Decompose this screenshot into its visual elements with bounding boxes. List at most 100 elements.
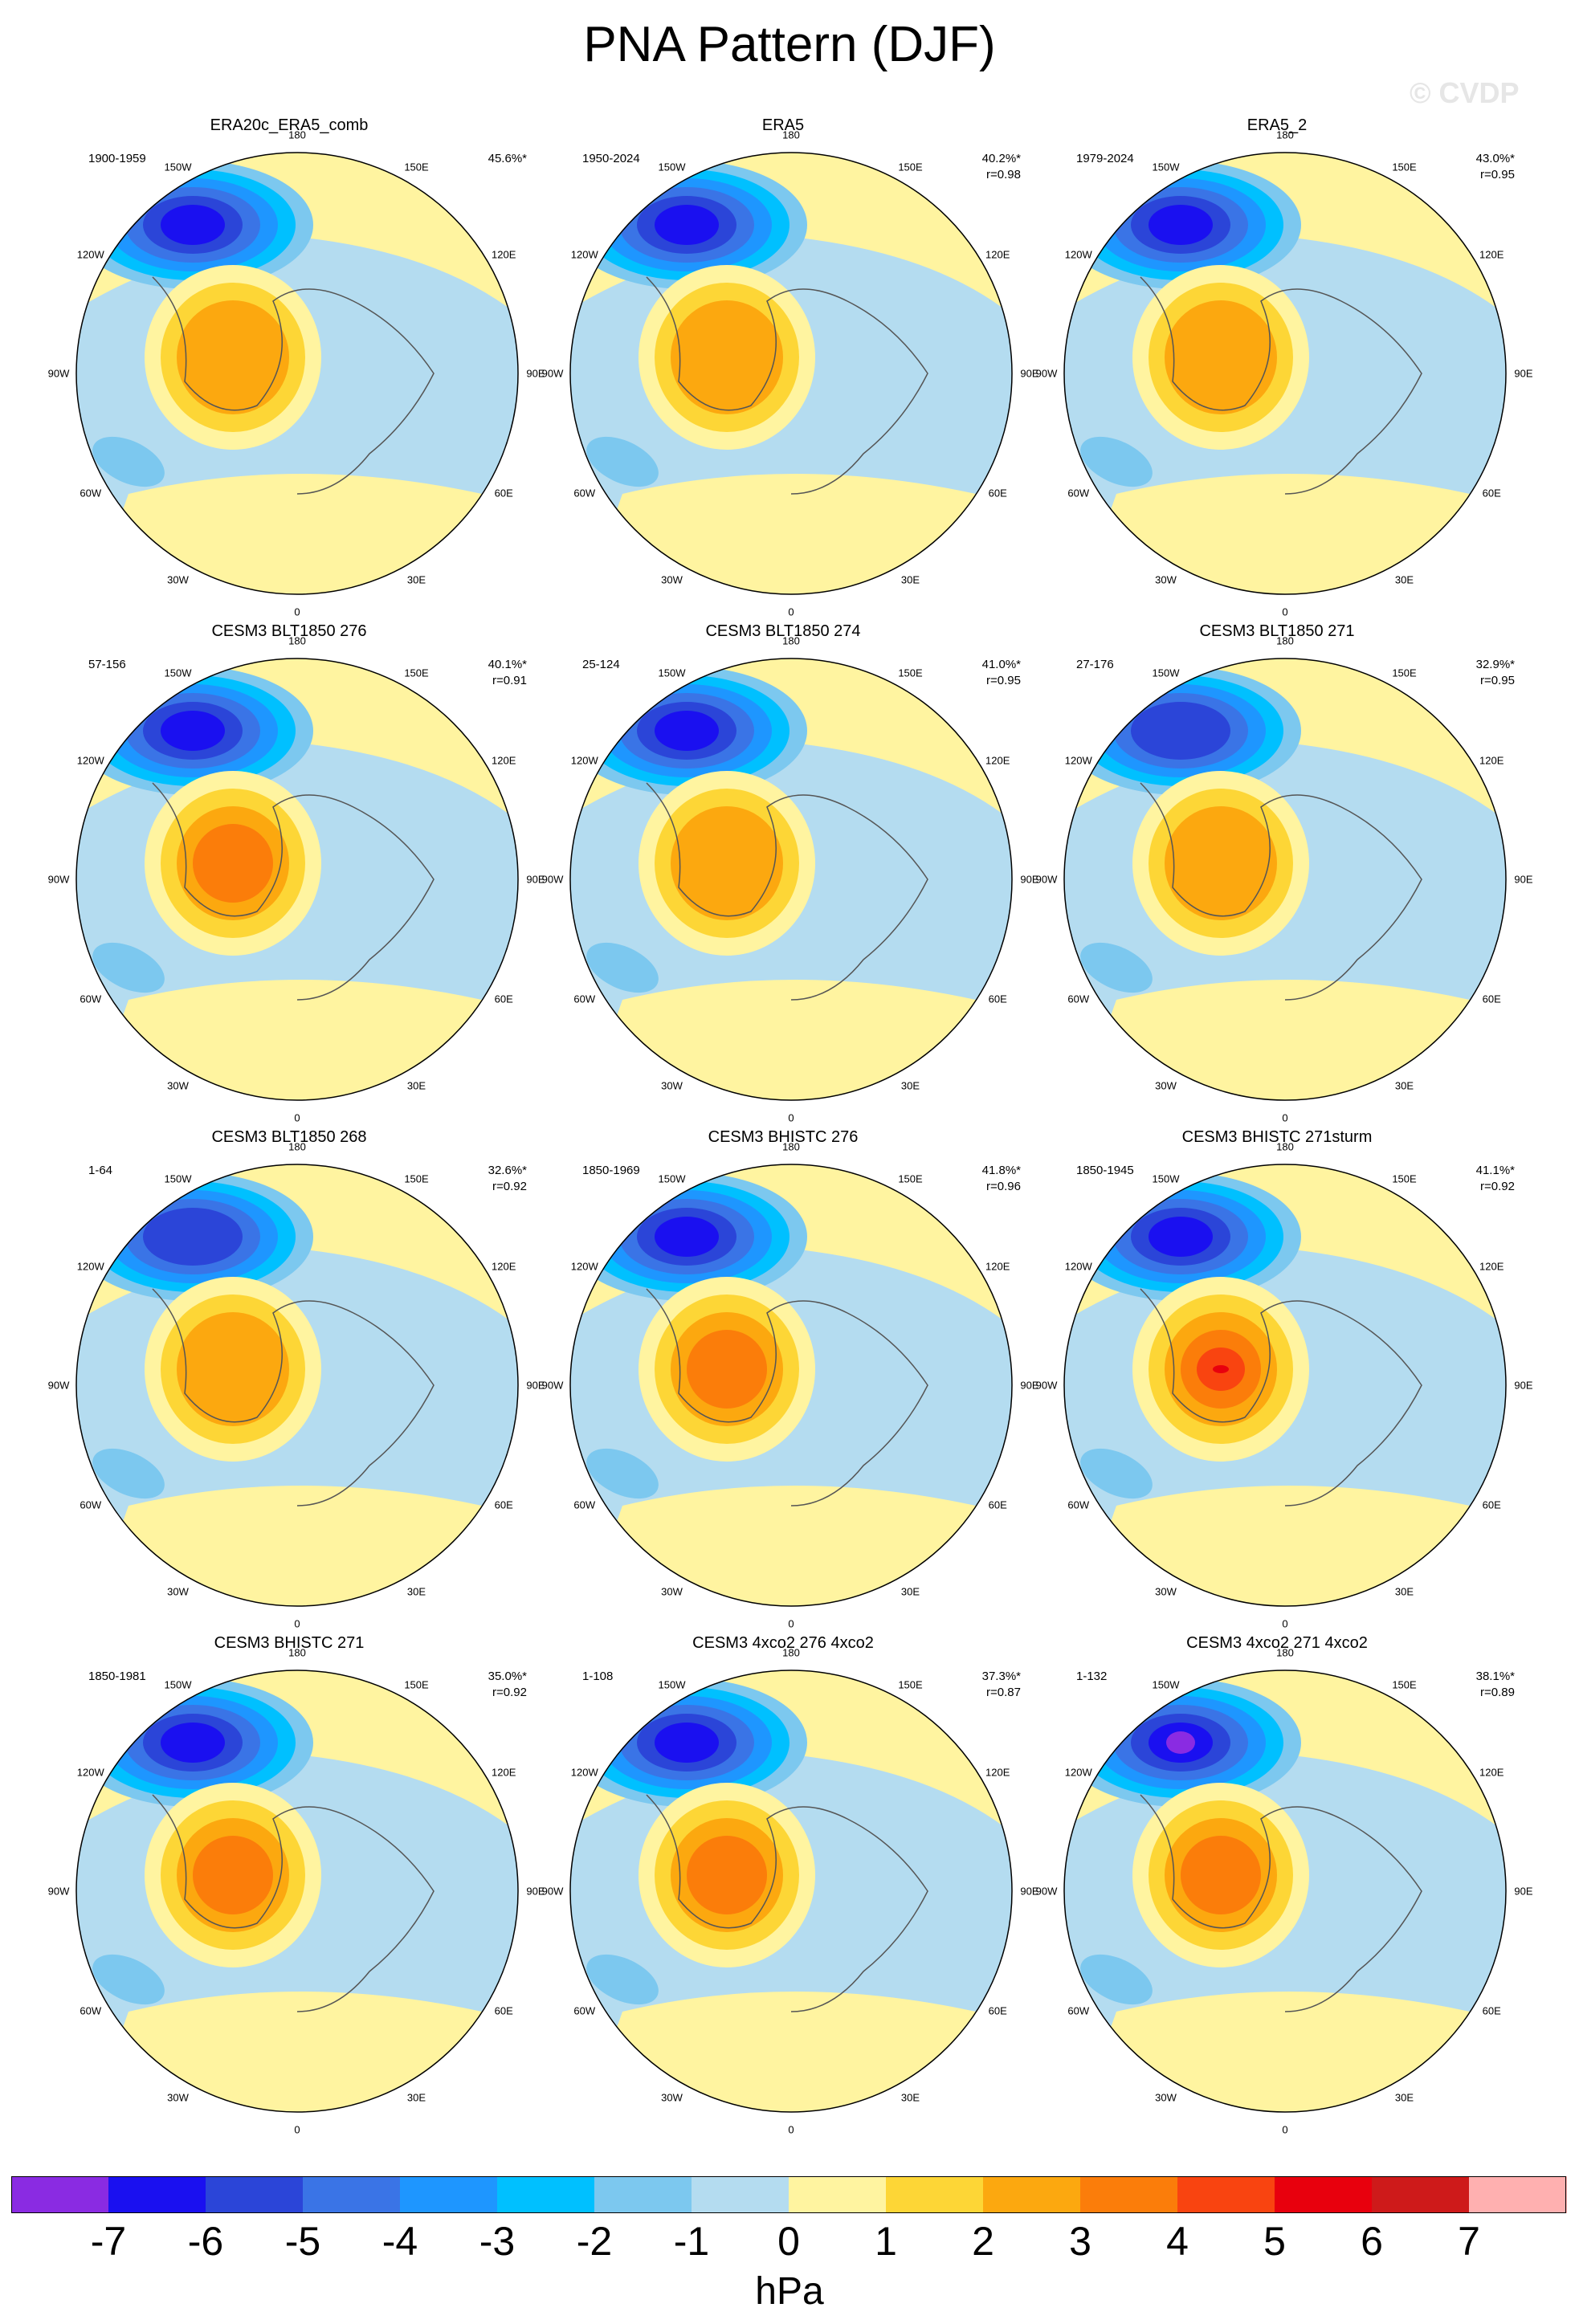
longitude-label: 150W	[1152, 667, 1180, 679]
longitude-label: 0	[1282, 1617, 1288, 1630]
longitude-label: 90W	[1035, 1885, 1058, 1898]
panel-correlation: r=0.89	[1480, 1686, 1515, 1699]
longitude-label: 150W	[658, 1678, 686, 1691]
longitude-label: 0	[788, 1111, 794, 1124]
longitude-label: 60W	[573, 993, 596, 1005]
longitude-label: 30W	[1155, 2091, 1177, 2104]
longitude-label: 0	[1282, 1111, 1288, 1124]
colorbar-cell	[1469, 2176, 1567, 2213]
panel-variance-percent: 40.1%*	[488, 658, 527, 671]
map-panel: ERA5 1950-2024 40.2%* r=0.98 180 150E 120E 90E 6…	[526, 116, 1040, 622]
panel-variance-percent: 45.6%*	[488, 152, 527, 165]
longitude-label: 90E	[1514, 1379, 1533, 1392]
map-panel: CESM3 4xco2 271 4xco2 1-132 38.1%* r=0.89 18…	[1020, 1634, 1534, 2140]
longitude-label: 150W	[658, 161, 686, 173]
colorbar-cell	[497, 2176, 595, 2213]
longitude-label: 90E	[1514, 873, 1533, 886]
longitude-label: 90W	[1035, 367, 1058, 380]
longitude-label: 0	[788, 2123, 794, 2136]
longitude-label: 120W	[1064, 1766, 1092, 1778]
polar-map	[75, 1164, 519, 1607]
longitude-label: 30W	[167, 573, 189, 586]
longitude-label: 180	[782, 128, 800, 141]
colorbar-tick-label: -4	[381, 2219, 418, 2264]
longitude-label: 0	[788, 1617, 794, 1630]
longitude-label: 150W	[164, 1678, 192, 1691]
panel-variance-percent: 41.1%*	[1475, 1164, 1515, 1177]
longitude-label: 180	[1276, 1140, 1294, 1153]
panel-variance-percent: 43.0%*	[1475, 152, 1515, 165]
panel-variance-percent: 41.8%*	[981, 1164, 1021, 1177]
colorbar-tick-label: -5	[284, 2219, 321, 2264]
panel-title: ERA5	[761, 116, 805, 134]
colorbar-cell	[206, 2176, 304, 2213]
longitude-label: 150W	[658, 667, 686, 679]
longitude-label: 150E	[404, 1678, 429, 1691]
polar-map	[75, 658, 519, 1101]
longitude-label: 150W	[1152, 161, 1180, 173]
colorbar-cell	[1177, 2176, 1275, 2213]
longitude-label: 0	[294, 2123, 300, 2136]
longitude-label: 180	[782, 1646, 800, 1659]
longitude-label: 120E	[1479, 248, 1504, 260]
longitude-label: 150W	[164, 1172, 192, 1185]
longitude-label: 120E	[492, 754, 516, 766]
panel-title: CESM3 BLT1850 268	[211, 1128, 367, 1146]
longitude-label: 120W	[76, 1766, 104, 1778]
panel-period: 1850-1945	[1076, 1164, 1134, 1177]
longitude-label: 150E	[898, 1678, 923, 1691]
polar-map	[569, 658, 1013, 1101]
longitude-label: 180	[1276, 634, 1294, 647]
longitude-label: 120E	[492, 1766, 516, 1778]
panel-correlation: r=0.87	[986, 1686, 1021, 1699]
longitude-label: 30W	[661, 2091, 683, 2104]
polar-map	[569, 152, 1013, 595]
longitude-label: 30E	[900, 573, 920, 586]
longitude-label: 180	[288, 634, 306, 647]
polar-map	[1063, 1164, 1507, 1607]
longitude-label: 30W	[661, 1585, 683, 1598]
longitude-label: 90E	[526, 873, 545, 886]
panel-title: CESM3 BLT1850 271	[1199, 622, 1355, 640]
longitude-label: 150W	[164, 667, 192, 679]
longitude-label: 90W	[47, 367, 70, 380]
polar-map	[569, 1164, 1013, 1607]
map-panel: CESM3 BHISTC 271sturm 1850-1945 41.1%* r=0.…	[1020, 1128, 1534, 1634]
panel-period: 1-108	[582, 1670, 614, 1683]
panel-period: 25-124	[582, 658, 620, 671]
longitude-label: 150W	[1152, 1678, 1180, 1691]
longitude-label: 60E	[494, 2004, 513, 2016]
colorbar-units: hPa	[755, 2270, 824, 2313]
longitude-label: 30E	[1394, 1585, 1414, 1598]
longitude-label: 120E	[985, 248, 1010, 260]
longitude-label: 150E	[404, 1172, 429, 1185]
colorbar-cell	[789, 2176, 887, 2213]
longitude-label: 60W	[1067, 487, 1090, 499]
panel-correlation: r=0.96	[986, 1180, 1021, 1193]
polar-map	[75, 1670, 519, 2113]
longitude-label: 180	[782, 634, 800, 647]
longitude-label: 60E	[988, 487, 1007, 499]
colorbar-tick-label: 5	[1263, 2219, 1286, 2264]
longitude-label: 60E	[988, 2004, 1007, 2016]
longitude-label: 30W	[1155, 1585, 1177, 1598]
longitude-label: 60E	[494, 1498, 513, 1511]
longitude-label: 60W	[1067, 2004, 1090, 2016]
longitude-label: 120E	[492, 1260, 516, 1272]
longitude-label: 180	[1276, 1646, 1294, 1659]
polar-map	[1063, 152, 1507, 595]
longitude-label: 60W	[1067, 993, 1090, 1005]
longitude-label: 60W	[573, 487, 596, 499]
longitude-label: 120E	[1479, 1260, 1504, 1272]
longitude-label: 180	[288, 128, 306, 141]
map-panel: CESM3 BHISTC 271 1850-1981 35.0%* r=0.92 180…	[32, 1634, 546, 2140]
longitude-label: 30E	[406, 1585, 426, 1598]
longitude-label: 120W	[570, 754, 598, 766]
longitude-label: 90E	[1514, 1885, 1533, 1898]
longitude-label: 180	[288, 1140, 306, 1153]
colorbar-tick-label: -1	[673, 2219, 710, 2264]
map-panel: CESM3 4xco2 276 4xco2 1-108 37.3%* r=0.87 18…	[526, 1634, 1040, 2140]
panel-title: CESM3 BHISTC 276	[708, 1128, 859, 1146]
longitude-label: 120W	[1064, 754, 1092, 766]
colorbar-cell	[594, 2176, 692, 2213]
